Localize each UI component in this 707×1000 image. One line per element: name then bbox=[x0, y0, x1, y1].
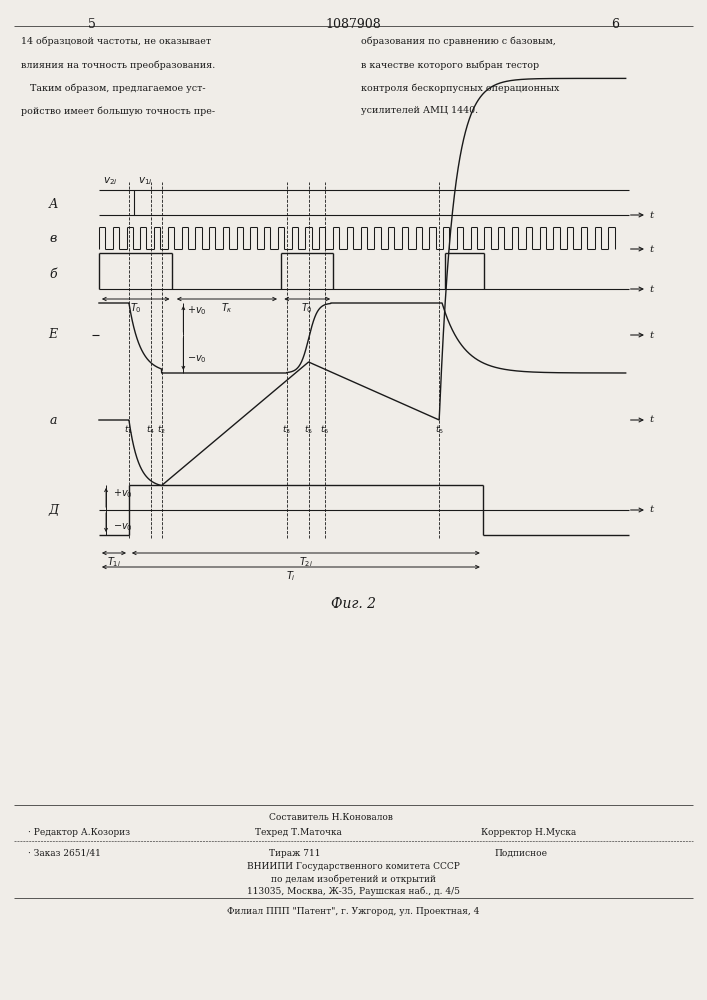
Text: Тираж 711: Тираж 711 bbox=[269, 849, 320, 858]
Text: $T_\kappa$: $T_\kappa$ bbox=[221, 301, 233, 315]
Text: влияния на точность преобразования.: влияния на точность преобразования. bbox=[21, 60, 216, 70]
Text: $-v_0$: $-v_0$ bbox=[187, 353, 206, 365]
Text: ройство имеет большую точность пре-: ройство имеет большую точность пре- bbox=[21, 106, 216, 116]
Text: $t_4$: $t_4$ bbox=[146, 424, 156, 436]
Text: Д: Д bbox=[48, 504, 58, 516]
Text: $T_0$: $T_0$ bbox=[130, 301, 141, 315]
Text: А: А bbox=[48, 198, 58, 212]
Text: $+v_0$: $+v_0$ bbox=[187, 305, 206, 317]
Text: $t_3$: $t_3$ bbox=[282, 424, 291, 436]
Text: усилителей АМЦ 1440.: усилителей АМЦ 1440. bbox=[361, 106, 478, 115]
Text: $t_1$: $t_1$ bbox=[124, 424, 134, 436]
Text: t: t bbox=[649, 244, 653, 253]
Text: $v_{2i}$: $v_{2i}$ bbox=[103, 175, 117, 187]
Text: $v_{1i}$: $v_{1i}$ bbox=[138, 175, 153, 187]
Text: в качестве которого выбран тестор: в качестве которого выбран тестор bbox=[361, 60, 539, 70]
Text: t: t bbox=[649, 506, 653, 514]
Text: · Редактор А.Козориз: · Редактор А.Козориз bbox=[28, 828, 130, 837]
Text: $t_2$: $t_2$ bbox=[157, 424, 166, 436]
Text: $+v_0$: $+v_0$ bbox=[113, 487, 133, 500]
Text: в: в bbox=[49, 232, 57, 244]
Text: Корректор Н.Муска: Корректор Н.Муска bbox=[481, 828, 576, 837]
Text: t: t bbox=[649, 211, 653, 220]
Text: Техред Т.Маточка: Техред Т.Маточка bbox=[255, 828, 341, 837]
Text: $T_0$: $T_0$ bbox=[301, 301, 313, 315]
Text: $t_5$: $t_5$ bbox=[435, 424, 444, 436]
Text: $t_6$: $t_6$ bbox=[320, 424, 329, 436]
Text: 5: 5 bbox=[88, 18, 96, 31]
Text: 14 образцовой частоты, не оказывает: 14 образцовой частоты, не оказывает bbox=[21, 37, 211, 46]
Text: Таким образом, предлагаемое уст-: Таким образом, предлагаемое уст- bbox=[21, 83, 206, 93]
Text: ВНИИПИ Государственного комитета СССР: ВНИИПИ Государственного комитета СССР bbox=[247, 862, 460, 871]
Text: образования по сравнению с базовым,: образования по сравнению с базовым, bbox=[361, 37, 556, 46]
Text: Фиг. 2: Фиг. 2 bbox=[331, 597, 376, 611]
Text: контроля бескорпусных операционных: контроля бескорпусных операционных bbox=[361, 83, 559, 93]
Text: $T_{2i}$: $T_{2i}$ bbox=[299, 555, 313, 569]
Text: Подписное: Подписное bbox=[495, 849, 548, 858]
Text: Филиал ППП "Патент", г. Ужгород, ул. Проектная, 4: Филиал ППП "Патент", г. Ужгород, ул. Про… bbox=[228, 907, 479, 916]
Text: $T_{1i}$: $T_{1i}$ bbox=[107, 555, 121, 569]
Text: t: t bbox=[649, 416, 653, 424]
Text: $t_5$: $t_5$ bbox=[304, 424, 313, 436]
Text: 113035, Москва, Ж-35, Раушская наб., д. 4/5: 113035, Москва, Ж-35, Раушская наб., д. … bbox=[247, 886, 460, 896]
Text: t: t bbox=[649, 284, 653, 294]
Text: · Заказ 2651/41: · Заказ 2651/41 bbox=[28, 849, 101, 858]
Text: 1087908: 1087908 bbox=[326, 18, 381, 31]
Text: а: а bbox=[49, 414, 57, 426]
Text: Е: Е bbox=[49, 328, 57, 342]
Text: б: б bbox=[49, 268, 57, 282]
Text: Составитель Н.Коновалов: Составитель Н.Коновалов bbox=[269, 813, 392, 822]
Text: по делам изобретений и открытий: по делам изобретений и открытий bbox=[271, 874, 436, 884]
Text: 6: 6 bbox=[611, 18, 619, 31]
Text: $-v_0$: $-v_0$ bbox=[113, 521, 133, 533]
Text: $T_i$: $T_i$ bbox=[286, 569, 296, 583]
Text: t: t bbox=[649, 330, 653, 340]
